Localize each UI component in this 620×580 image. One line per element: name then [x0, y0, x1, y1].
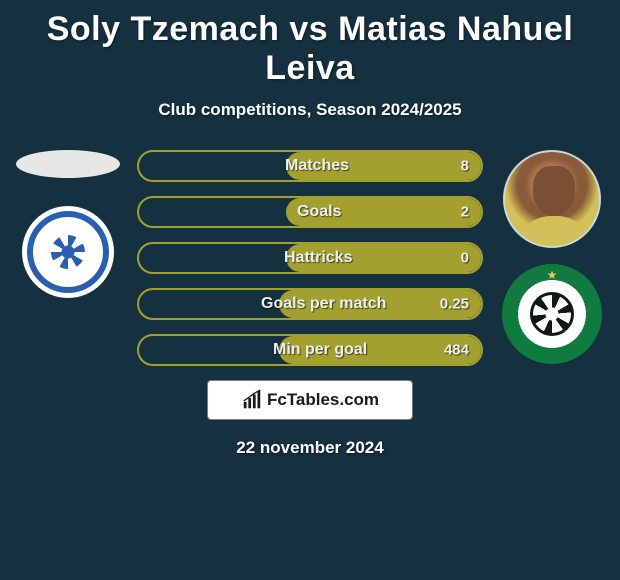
stat-row: Goals 2 [137, 196, 483, 228]
stat-label: Matches [285, 157, 349, 175]
stat-value: 0.25 [440, 296, 469, 313]
player-avatar-left [16, 150, 120, 178]
stat-value: 2 [461, 204, 469, 221]
chart-icon [241, 389, 263, 411]
stat-label: Goals per match [261, 295, 386, 313]
stat-row: Goals per match 0.25 [137, 288, 483, 320]
attribution-text: FcTables.com [267, 390, 379, 410]
stat-value: 8 [461, 158, 469, 175]
stat-label: Hattricks [284, 249, 352, 267]
club-badge-right [502, 264, 602, 364]
stat-row: Hattricks 0 [137, 242, 483, 274]
left-player-column [8, 150, 128, 298]
stat-row: Matches 8 [137, 150, 483, 182]
right-player-column [492, 150, 612, 364]
date-label: 22 november 2024 [0, 438, 620, 458]
comparison-panel: Matches 8 Goals 2 Hattricks 0 Goals per match 0… [0, 150, 620, 458]
subtitle: Club competitions, Season 2024/2025 [0, 100, 620, 120]
stat-value: 484 [444, 342, 469, 359]
stat-value: 0 [461, 250, 469, 267]
attribution-badge: FcTables.com [207, 380, 413, 420]
stat-label: Min per goal [273, 341, 367, 359]
stat-label: Goals [297, 203, 341, 221]
stats-list: Matches 8 Goals 2 Hattricks 0 Goals per match 0… [137, 150, 483, 366]
stat-row: Min per goal 484 [137, 334, 483, 366]
club-badge-left [22, 206, 114, 298]
player-avatar-right [503, 150, 601, 248]
page-title: Soly Tzemach vs Matias Nahuel Leiva [0, 0, 620, 88]
